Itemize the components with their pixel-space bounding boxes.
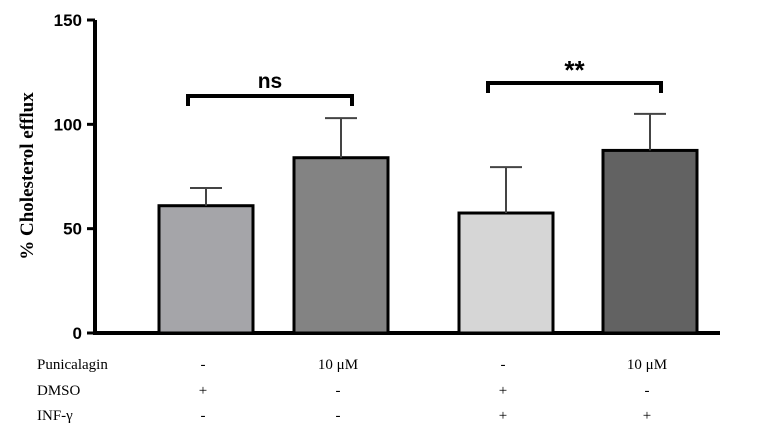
condition-value: 10 μM (318, 357, 358, 373)
y-tick-label: 0 (73, 324, 82, 343)
condition-value: + (199, 383, 207, 399)
condition-value: 10 μM (627, 357, 667, 373)
significance-bracket (186, 94, 354, 106)
significance-bracket (486, 81, 663, 93)
condition-table: Punicalagin - 10 μM - 10 μM DMSO + - + - INF-γ - - + + (37, 357, 667, 424)
bar (457, 211, 555, 335)
bar (292, 156, 390, 335)
condition-value: - (336, 383, 341, 399)
significance-label: ns (258, 70, 283, 93)
significance-brackets: ns ** (186, 55, 663, 106)
condition-value: - (201, 408, 206, 424)
condition-value: - (201, 357, 206, 373)
bars (157, 148, 699, 335)
bar (157, 204, 255, 335)
y-axis-label: % Cholesterol efflux (17, 92, 38, 260)
condition-value: - (645, 383, 650, 399)
y-tick-label: 100 (54, 115, 82, 134)
y-tick-label: 150 (54, 11, 82, 30)
condition-value: + (499, 408, 507, 424)
condition-name: DMSO (37, 383, 81, 399)
significance-label: ** (564, 55, 585, 85)
condition-value: + (643, 408, 651, 424)
bar (601, 148, 699, 335)
condition-name: Punicalagin (37, 357, 108, 373)
condition-value: - (336, 408, 341, 424)
condition-value: - (501, 357, 506, 373)
error-bars (190, 112, 666, 214)
condition-name: INF-γ (37, 408, 73, 424)
y-tick-label: 50 (63, 220, 82, 239)
condition-value: + (499, 383, 507, 399)
